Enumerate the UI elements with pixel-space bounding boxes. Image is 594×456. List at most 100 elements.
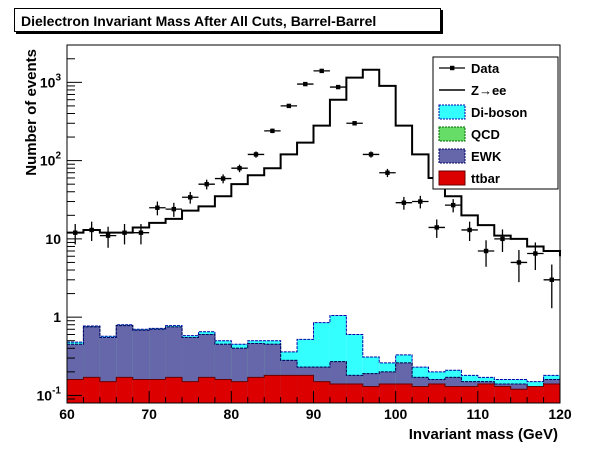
data-marker	[270, 128, 275, 134]
bar-ttbar	[182, 381, 199, 403]
data-marker	[105, 233, 111, 238]
data-marker	[253, 152, 259, 157]
x-tick-label: 80	[224, 406, 240, 422]
data-marker	[286, 103, 292, 109]
chart-title: Dielectron Invariant Mass After All Cuts…	[14, 8, 441, 32]
y-tick-label: 103	[40, 72, 62, 90]
legend-swatch	[438, 126, 466, 142]
bar-ttbar	[149, 379, 166, 403]
data-marker	[237, 165, 242, 171]
x-tick-label: 110	[467, 406, 490, 422]
data-point	[444, 199, 462, 213]
data-point	[99, 226, 117, 248]
bar-ttbar	[264, 375, 281, 403]
legend-box	[432, 56, 559, 190]
data-marker	[138, 230, 144, 235]
legend-label: QCD	[471, 127, 500, 142]
data-marker	[549, 277, 554, 283]
data-point	[67, 223, 84, 245]
data-point	[527, 242, 544, 271]
x-tick-label: 100	[384, 406, 408, 422]
data-point	[280, 103, 298, 109]
data-point	[297, 81, 314, 87]
x-tick-label: 90	[306, 406, 322, 422]
bar-ttbar	[510, 389, 528, 403]
legend: Data Z→ee Di-boson QCD EWK ttbar	[432, 56, 559, 190]
data-marker	[188, 195, 193, 200]
bar-ttbar	[543, 383, 560, 403]
legend-label: Di-boson	[471, 105, 527, 120]
data-marker	[171, 206, 177, 212]
data-point	[132, 223, 150, 245]
data-point	[379, 168, 396, 178]
bar-ttbar	[444, 386, 462, 403]
data-marker	[368, 152, 374, 157]
y-axis-label: Number of events	[23, 49, 40, 176]
data-point	[461, 221, 478, 241]
data-point	[510, 250, 528, 283]
data-marker	[533, 251, 538, 256]
bar-ttbar	[116, 377, 133, 403]
data-point	[412, 195, 429, 209]
legend-label: EWK	[471, 149, 502, 164]
data-point	[231, 164, 248, 173]
legend-label: Z→ee	[471, 83, 506, 98]
data-point	[543, 264, 560, 309]
bar-ttbar	[395, 383, 413, 403]
data-point	[116, 223, 133, 245]
x-axis-label: Invariant mass (GeV)	[409, 426, 558, 443]
bar-ttbar	[477, 383, 495, 403]
bar-ttbar	[247, 377, 265, 403]
data-marker	[500, 236, 505, 242]
data-point	[264, 128, 281, 134]
data-marker	[418, 199, 423, 204]
data-marker	[303, 81, 308, 87]
data-point	[494, 229, 511, 252]
data-marker	[220, 176, 226, 181]
legend-entry: QCD	[438, 126, 500, 142]
bar-ttbar	[412, 386, 429, 403]
data-marker	[467, 227, 472, 233]
data-point	[428, 219, 445, 238]
bar-ttbar	[198, 377, 215, 403]
data-marker	[204, 181, 209, 187]
data-marker	[335, 84, 341, 90]
data-point	[182, 191, 199, 204]
data-layer	[67, 68, 560, 309]
data-point	[329, 84, 347, 90]
bar-ttbar	[379, 383, 396, 403]
data-marker	[385, 170, 390, 175]
legend-swatch	[438, 104, 466, 120]
y-tick-label: 10	[45, 231, 61, 247]
zee-step-line	[67, 68, 561, 257]
data-point	[313, 68, 330, 74]
legend-label: Data	[471, 61, 500, 76]
bar-ttbar	[83, 377, 100, 403]
data-marker	[155, 205, 160, 210]
data-marker	[319, 68, 324, 74]
bar-ttbar	[346, 383, 363, 403]
legend-label: ttbar	[471, 171, 500, 186]
data-point	[395, 196, 413, 210]
data-marker	[450, 202, 456, 208]
outline-ttbar	[67, 374, 560, 390]
bar-ttbar	[132, 379, 150, 403]
bar-ttbar	[297, 375, 314, 403]
data-marker	[516, 260, 522, 265]
bar-ttbar	[362, 386, 380, 403]
data-point	[362, 151, 380, 158]
legend-entry: Di-boson	[438, 104, 527, 120]
y-tick-label: 10-1	[37, 385, 62, 403]
bar-ttbar	[329, 383, 347, 403]
bar-ttbar	[214, 379, 232, 403]
outline-ewk	[67, 325, 560, 387]
legend-entry: Z→ee	[439, 83, 506, 98]
bar-ttbar	[280, 375, 298, 403]
data-marker	[483, 248, 489, 254]
legend-entry: Data	[439, 61, 500, 76]
data-point	[165, 202, 183, 217]
data-marker	[73, 230, 78, 235]
zee-layer	[67, 68, 561, 257]
data-point	[149, 201, 166, 216]
